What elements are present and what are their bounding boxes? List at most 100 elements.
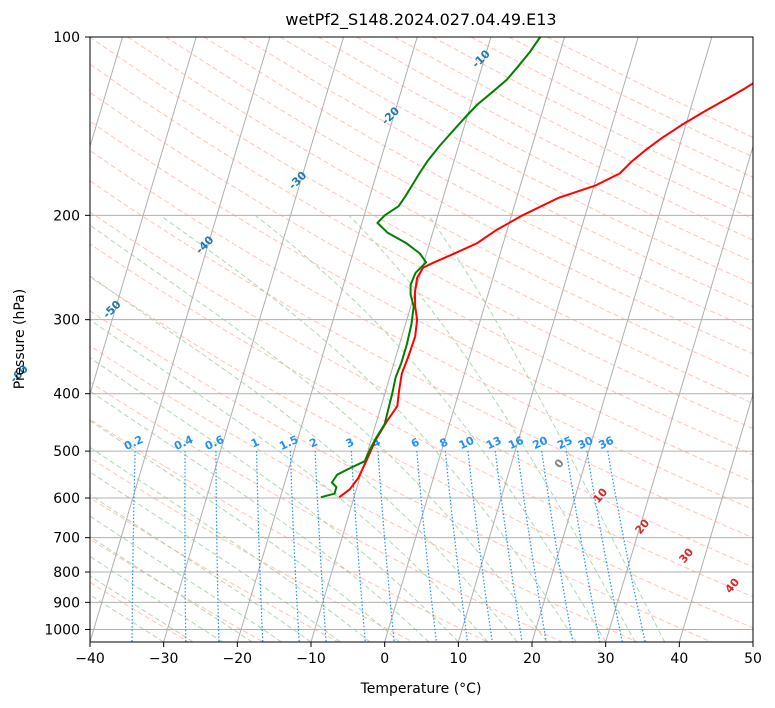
dry-adiabat-line bbox=[470, 37, 753, 178]
mixing-ratio-label: 8 bbox=[438, 435, 450, 450]
dry-adiabat-line bbox=[127, 37, 753, 379]
dry-adiabat-line bbox=[90, 538, 264, 642]
plot-frame bbox=[89, 36, 754, 643]
mixing-ratio-line bbox=[377, 451, 395, 642]
moist-adiabat-label: 20 bbox=[632, 516, 652, 536]
mixing-ratio-line bbox=[82, 451, 89, 642]
x-tick-label: −10 bbox=[296, 651, 326, 667]
x-tick-label: −20 bbox=[223, 651, 253, 667]
x-axis-label: Temperature (°C) bbox=[360, 681, 482, 697]
mixing-ratio-label: 1 bbox=[249, 435, 261, 450]
dry-adiabat-line bbox=[90, 150, 753, 510]
isotherm-line bbox=[605, 144, 753, 642]
isotherm-line bbox=[90, 37, 197, 396]
dry-adiabat-line bbox=[90, 243, 753, 598]
temperature-line bbox=[338, 82, 753, 498]
mixing-ratio-label: 6 bbox=[409, 435, 422, 450]
dry-adiabat-line bbox=[508, 37, 753, 158]
dry-adiabat-line bbox=[90, 37, 753, 404]
dry-adiabat-line bbox=[90, 497, 339, 642]
dry-adiabat-line bbox=[90, 310, 712, 642]
x-tick-label: 20 bbox=[523, 651, 541, 667]
mixing-ratio-line bbox=[541, 451, 574, 642]
dry-adiabat-line bbox=[90, 418, 488, 642]
mixing-ratio-label: 0.4 bbox=[172, 433, 195, 453]
x-tick-label: 50 bbox=[744, 651, 762, 667]
dewpoint-line bbox=[320, 37, 542, 499]
y-axis-ticks: 1000 900 800 700 600 500 400 300 200 100 bbox=[44, 30, 90, 638]
moist-adiabat-label: 40 bbox=[722, 575, 742, 595]
moist-adiabat-line bbox=[160, 214, 577, 642]
dry-adiabat-line bbox=[356, 37, 753, 241]
moist-adiabat-line bbox=[90, 555, 223, 642]
mixing-ratio-line bbox=[314, 451, 327, 642]
moist-adiabat-line bbox=[90, 494, 312, 642]
mixing-ratio-line bbox=[494, 451, 523, 642]
moist-adiabat-line bbox=[90, 515, 282, 642]
isotherm-line bbox=[90, 37, 124, 149]
mixing-ratio-line bbox=[416, 451, 437, 642]
isotherm-label: -40 bbox=[193, 233, 216, 256]
y-tick-label: 900 bbox=[53, 595, 80, 611]
moist-adiabat-line bbox=[90, 390, 430, 642]
mixing-ratio-line bbox=[131, 451, 136, 642]
y-tick-label: 1000 bbox=[44, 622, 80, 638]
mixing-ratio-label: 10 bbox=[457, 434, 477, 452]
mixing-ratio-line bbox=[184, 451, 187, 642]
mixing-ratio-label: 13 bbox=[484, 434, 503, 452]
x-tick-label: 40 bbox=[670, 651, 688, 667]
mixing-ratio-line bbox=[607, 450, 646, 642]
y-tick-label: 400 bbox=[53, 387, 80, 403]
mixing-ratio-line bbox=[516, 451, 547, 642]
isotherm-line bbox=[752, 640, 753, 642]
mixing-ratio-label: 36 bbox=[596, 434, 616, 452]
isotherm-line bbox=[310, 37, 492, 642]
isotherm-line bbox=[457, 37, 639, 642]
dry-adiabat-line bbox=[90, 276, 753, 629]
y-tick-label: 800 bbox=[53, 565, 80, 581]
moist-adiabat-label: 30 bbox=[676, 545, 696, 565]
mixing-ratio-line bbox=[565, 451, 601, 642]
profile-series bbox=[320, 37, 753, 499]
moist-adiabat-label: 10 bbox=[590, 485, 610, 505]
x-tick-label: −40 bbox=[75, 651, 105, 667]
y-tick-label: 300 bbox=[53, 313, 80, 329]
mixing-ratio-line bbox=[350, 451, 366, 642]
isotherm-label: -30 bbox=[286, 169, 309, 192]
mixing-ratio-label: 25 bbox=[555, 434, 574, 452]
mixing-ratio-line bbox=[215, 451, 220, 642]
moist-adiabat-label: 0 bbox=[552, 456, 567, 470]
isotherm-line bbox=[384, 37, 566, 642]
x-axis-ticks: −40 −30 −20 −10 0 10 20 30 40 50 bbox=[75, 642, 762, 667]
mixing-ratio-label: 16 bbox=[506, 434, 526, 452]
mixing-ratio-line bbox=[467, 451, 493, 642]
moist-adiabat-line bbox=[90, 275, 518, 642]
mixing-ratio-label: 2 bbox=[307, 435, 319, 450]
mixing-ratio-label: 0.2 bbox=[122, 433, 145, 453]
mixing-ratio-label: 20 bbox=[531, 434, 551, 452]
y-axis-label: Pressure (hPa) bbox=[12, 289, 28, 389]
y-tick-label: 200 bbox=[53, 208, 80, 224]
isotherm-label: -50 bbox=[100, 298, 123, 321]
dry-adiabat-line bbox=[90, 581, 190, 642]
moist-adiabat-line bbox=[90, 420, 400, 642]
moist-adiabat-line bbox=[90, 594, 164, 642]
mixing-ratio-label: 1.5 bbox=[277, 433, 300, 453]
mixing-ratio-label: 0.6 bbox=[203, 433, 226, 453]
y-tick-label: 600 bbox=[53, 491, 80, 507]
dry-adiabat-line bbox=[90, 457, 414, 642]
mixing-ratio-line bbox=[256, 451, 264, 642]
mixing-ratio-line bbox=[289, 451, 300, 642]
chart-title: wetPf2_S148.2024.027.04.49.E13 bbox=[285, 10, 556, 30]
dry-adiabat-line bbox=[279, 37, 753, 285]
dry-adiabat-line bbox=[90, 381, 563, 642]
moist-adiabat-line bbox=[90, 224, 548, 642]
isotherm-line bbox=[163, 37, 345, 642]
isotherm-line bbox=[678, 392, 753, 642]
dry-adiabat-line bbox=[203, 37, 753, 331]
x-tick-label: 0 bbox=[380, 651, 389, 667]
mixing-ratio-label: 30 bbox=[576, 434, 596, 452]
dry-adiabat-line bbox=[90, 120, 753, 483]
dry-adiabat-line bbox=[241, 37, 753, 308]
isotherm-line bbox=[531, 37, 713, 642]
